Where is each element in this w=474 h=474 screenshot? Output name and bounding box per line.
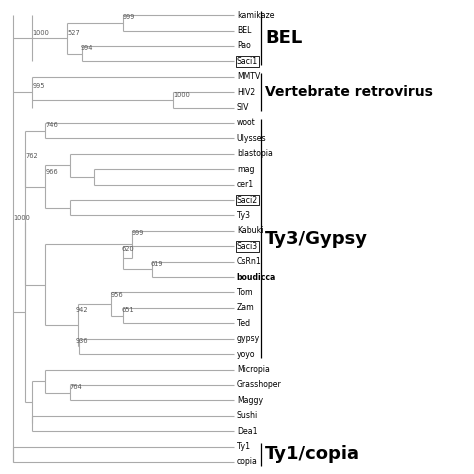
- Text: 762: 762: [25, 153, 38, 159]
- Text: 620: 620: [121, 246, 134, 252]
- Text: 527: 527: [67, 30, 80, 36]
- Text: 746: 746: [46, 122, 59, 128]
- Text: Vertebrate retrovirus: Vertebrate retrovirus: [265, 85, 433, 99]
- Text: Tom: Tom: [237, 288, 252, 297]
- Text: Ty1: Ty1: [237, 442, 250, 451]
- Text: Sushi: Sushi: [237, 411, 258, 420]
- Text: SIV: SIV: [237, 103, 249, 112]
- Text: cer1: cer1: [237, 180, 254, 189]
- Text: Grasshoper: Grasshoper: [237, 381, 282, 390]
- Text: BEL: BEL: [265, 29, 302, 47]
- Text: woot: woot: [237, 118, 255, 128]
- Text: BEL: BEL: [237, 26, 251, 35]
- Text: Pao: Pao: [237, 41, 250, 50]
- Text: mag: mag: [237, 164, 254, 173]
- Text: 1000: 1000: [13, 215, 30, 221]
- Text: Saci2: Saci2: [237, 195, 258, 204]
- Text: 619: 619: [151, 261, 164, 267]
- Text: 936: 936: [76, 338, 89, 344]
- Text: 995: 995: [33, 83, 45, 89]
- Text: Ulysses: Ulysses: [237, 134, 266, 143]
- Text: 1000: 1000: [173, 91, 190, 98]
- Text: 999: 999: [123, 15, 136, 20]
- Text: Kabuki: Kabuki: [237, 227, 263, 235]
- Text: 994: 994: [81, 46, 93, 51]
- Text: Ty3/Gypsy: Ty3/Gypsy: [265, 229, 368, 247]
- Text: 1000: 1000: [33, 30, 50, 36]
- Text: copia: copia: [237, 457, 258, 466]
- Text: boudicca: boudicca: [237, 273, 276, 282]
- Text: kamikaze: kamikaze: [237, 10, 274, 19]
- Text: 999: 999: [132, 230, 144, 236]
- Text: gypsy: gypsy: [237, 334, 260, 343]
- Text: 764: 764: [70, 384, 82, 390]
- Text: blastopia: blastopia: [237, 149, 273, 158]
- Text: Saci1: Saci1: [237, 57, 258, 66]
- Text: HIV2: HIV2: [237, 88, 255, 97]
- Text: Maggy: Maggy: [237, 396, 263, 405]
- Text: Ty1/copia: Ty1/copia: [265, 445, 360, 463]
- Text: yoyo: yoyo: [237, 350, 255, 359]
- Text: 651: 651: [121, 307, 134, 313]
- Text: Zam: Zam: [237, 303, 255, 312]
- Text: 956: 956: [110, 292, 123, 298]
- Text: MMTV: MMTV: [237, 72, 260, 81]
- Text: CsRn1: CsRn1: [237, 257, 262, 266]
- Text: 966: 966: [46, 169, 58, 174]
- Text: Ty3: Ty3: [237, 211, 250, 220]
- Text: 942: 942: [76, 307, 89, 313]
- Text: Ted: Ted: [237, 319, 250, 328]
- Text: Dea1: Dea1: [237, 427, 257, 436]
- Text: Micropia: Micropia: [237, 365, 270, 374]
- Text: Saci3: Saci3: [237, 242, 258, 251]
